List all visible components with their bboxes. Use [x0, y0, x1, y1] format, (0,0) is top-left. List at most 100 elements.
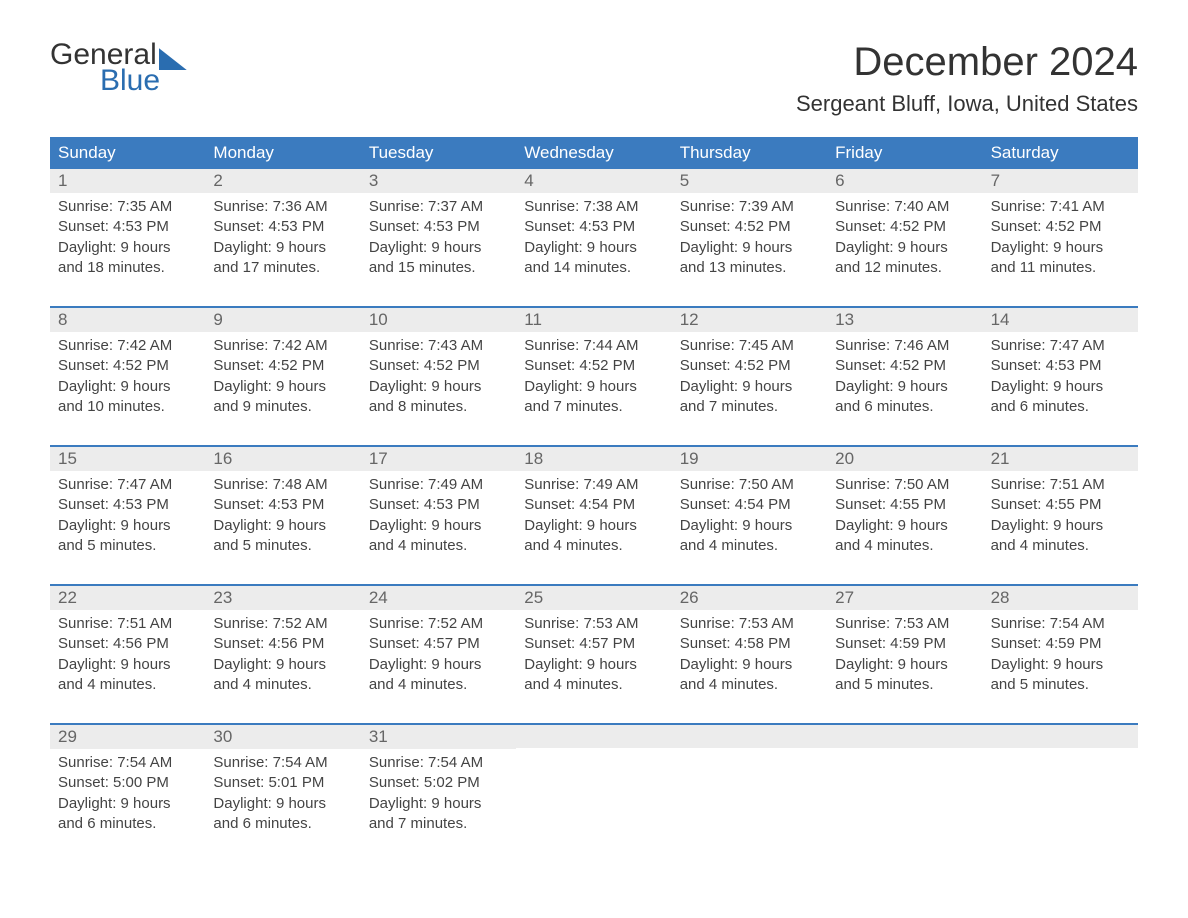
day-cell: 14Sunrise: 7:47 AMSunset: 4:53 PMDayligh… — [983, 308, 1138, 435]
day-d2: and 4 minutes. — [524, 536, 663, 556]
day-d1: Daylight: 9 hours — [991, 655, 1130, 675]
weekday-cell: Tuesday — [361, 137, 516, 169]
day-sunset: Sunset: 4:52 PM — [524, 356, 663, 376]
day-cell: 6Sunrise: 7:40 AMSunset: 4:52 PMDaylight… — [827, 169, 982, 296]
day-sunrise: Sunrise: 7:54 AM — [369, 753, 508, 773]
day-sunset: Sunset: 4:52 PM — [680, 356, 819, 376]
day-cell: 5Sunrise: 7:39 AMSunset: 4:52 PMDaylight… — [672, 169, 827, 296]
week-row: 22Sunrise: 7:51 AMSunset: 4:56 PMDayligh… — [50, 584, 1138, 713]
day-sunset: Sunset: 4:53 PM — [213, 495, 352, 515]
day-sunset: Sunset: 4:57 PM — [369, 634, 508, 654]
day-number: 18 — [516, 447, 671, 471]
day-sunset: Sunset: 4:52 PM — [213, 356, 352, 376]
day-sunrise: Sunrise: 7:53 AM — [680, 614, 819, 634]
day-cell: 21Sunrise: 7:51 AMSunset: 4:55 PMDayligh… — [983, 447, 1138, 574]
day-cell: 22Sunrise: 7:51 AMSunset: 4:56 PMDayligh… — [50, 586, 205, 713]
day-d2: and 4 minutes. — [991, 536, 1130, 556]
day-sunset: Sunset: 4:56 PM — [58, 634, 197, 654]
day-sunrise: Sunrise: 7:46 AM — [835, 336, 974, 356]
empty-day-number — [983, 725, 1138, 748]
day-sunset: Sunset: 4:55 PM — [991, 495, 1130, 515]
day-number: 26 — [672, 586, 827, 610]
day-cell: 20Sunrise: 7:50 AMSunset: 4:55 PMDayligh… — [827, 447, 982, 574]
day-d2: and 4 minutes. — [524, 675, 663, 695]
day-cell: 25Sunrise: 7:53 AMSunset: 4:57 PMDayligh… — [516, 586, 671, 713]
day-number: 8 — [50, 308, 205, 332]
day-cell — [983, 725, 1138, 852]
day-d1: Daylight: 9 hours — [369, 238, 508, 258]
day-sunset: Sunset: 4:56 PM — [213, 634, 352, 654]
day-cell: 15Sunrise: 7:47 AMSunset: 4:53 PMDayligh… — [50, 447, 205, 574]
day-cell: 19Sunrise: 7:50 AMSunset: 4:54 PMDayligh… — [672, 447, 827, 574]
day-d1: Daylight: 9 hours — [991, 516, 1130, 536]
day-cell: 13Sunrise: 7:46 AMSunset: 4:52 PMDayligh… — [827, 308, 982, 435]
day-d1: Daylight: 9 hours — [524, 516, 663, 536]
day-sunrise: Sunrise: 7:49 AM — [524, 475, 663, 495]
day-sunset: Sunset: 4:54 PM — [680, 495, 819, 515]
day-sunset: Sunset: 5:00 PM — [58, 773, 197, 793]
week-row: 8Sunrise: 7:42 AMSunset: 4:52 PMDaylight… — [50, 306, 1138, 435]
day-sunrise: Sunrise: 7:43 AM — [369, 336, 508, 356]
day-number: 13 — [827, 308, 982, 332]
day-number: 20 — [827, 447, 982, 471]
day-sunset: Sunset: 4:57 PM — [524, 634, 663, 654]
day-number: 7 — [983, 169, 1138, 193]
day-cell: 12Sunrise: 7:45 AMSunset: 4:52 PMDayligh… — [672, 308, 827, 435]
day-sunset: Sunset: 4:59 PM — [835, 634, 974, 654]
day-number: 16 — [205, 447, 360, 471]
day-number: 15 — [50, 447, 205, 471]
day-cell: 30Sunrise: 7:54 AMSunset: 5:01 PMDayligh… — [205, 725, 360, 852]
day-sunrise: Sunrise: 7:54 AM — [213, 753, 352, 773]
day-sunrise: Sunrise: 7:42 AM — [58, 336, 197, 356]
day-d2: and 7 minutes. — [680, 397, 819, 417]
day-sunrise: Sunrise: 7:47 AM — [991, 336, 1130, 356]
weekday-cell: Sunday — [50, 137, 205, 169]
day-d2: and 5 minutes. — [213, 536, 352, 556]
day-d2: and 6 minutes. — [213, 814, 352, 834]
day-d2: and 10 minutes. — [58, 397, 197, 417]
weekday-header-row: SundayMondayTuesdayWednesdayThursdayFrid… — [50, 137, 1138, 169]
day-sunrise: Sunrise: 7:53 AM — [524, 614, 663, 634]
day-cell: 28Sunrise: 7:54 AMSunset: 4:59 PMDayligh… — [983, 586, 1138, 713]
day-d1: Daylight: 9 hours — [680, 238, 819, 258]
day-cell: 8Sunrise: 7:42 AMSunset: 4:52 PMDaylight… — [50, 308, 205, 435]
day-sunset: Sunset: 4:52 PM — [58, 356, 197, 376]
day-d2: and 5 minutes. — [58, 536, 197, 556]
day-sunset: Sunset: 4:55 PM — [835, 495, 974, 515]
day-number: 29 — [50, 725, 205, 749]
day-d2: and 4 minutes. — [369, 675, 508, 695]
day-number: 24 — [361, 586, 516, 610]
day-d2: and 12 minutes. — [835, 258, 974, 278]
empty-day-number — [516, 725, 671, 748]
day-sunset: Sunset: 4:53 PM — [58, 217, 197, 237]
day-number: 31 — [361, 725, 516, 749]
day-d2: and 9 minutes. — [213, 397, 352, 417]
day-d1: Daylight: 9 hours — [369, 794, 508, 814]
day-cell: 1Sunrise: 7:35 AMSunset: 4:53 PMDaylight… — [50, 169, 205, 296]
day-d1: Daylight: 9 hours — [835, 377, 974, 397]
week-row: 1Sunrise: 7:35 AMSunset: 4:53 PMDaylight… — [50, 169, 1138, 296]
day-sunset: Sunset: 4:52 PM — [835, 217, 974, 237]
day-d1: Daylight: 9 hours — [524, 238, 663, 258]
day-sunrise: Sunrise: 7:54 AM — [991, 614, 1130, 634]
day-d2: and 14 minutes. — [524, 258, 663, 278]
day-d1: Daylight: 9 hours — [835, 238, 974, 258]
location-subtitle: Sergeant Bluff, Iowa, United States — [796, 91, 1138, 117]
day-d2: and 4 minutes. — [369, 536, 508, 556]
day-sunrise: Sunrise: 7:39 AM — [680, 197, 819, 217]
day-d2: and 13 minutes. — [680, 258, 819, 278]
day-sunrise: Sunrise: 7:35 AM — [58, 197, 197, 217]
day-number: 27 — [827, 586, 982, 610]
day-sunrise: Sunrise: 7:50 AM — [835, 475, 974, 495]
day-d1: Daylight: 9 hours — [680, 516, 819, 536]
day-sunrise: Sunrise: 7:51 AM — [58, 614, 197, 634]
day-d2: and 4 minutes. — [58, 675, 197, 695]
day-sunset: Sunset: 4:59 PM — [991, 634, 1130, 654]
day-cell — [672, 725, 827, 852]
day-sunrise: Sunrise: 7:40 AM — [835, 197, 974, 217]
day-d2: and 6 minutes. — [835, 397, 974, 417]
day-cell: 29Sunrise: 7:54 AMSunset: 5:00 PMDayligh… — [50, 725, 205, 852]
month-title: December 2024 — [796, 40, 1138, 85]
weekday-cell: Thursday — [672, 137, 827, 169]
day-cell: 16Sunrise: 7:48 AMSunset: 4:53 PMDayligh… — [205, 447, 360, 574]
